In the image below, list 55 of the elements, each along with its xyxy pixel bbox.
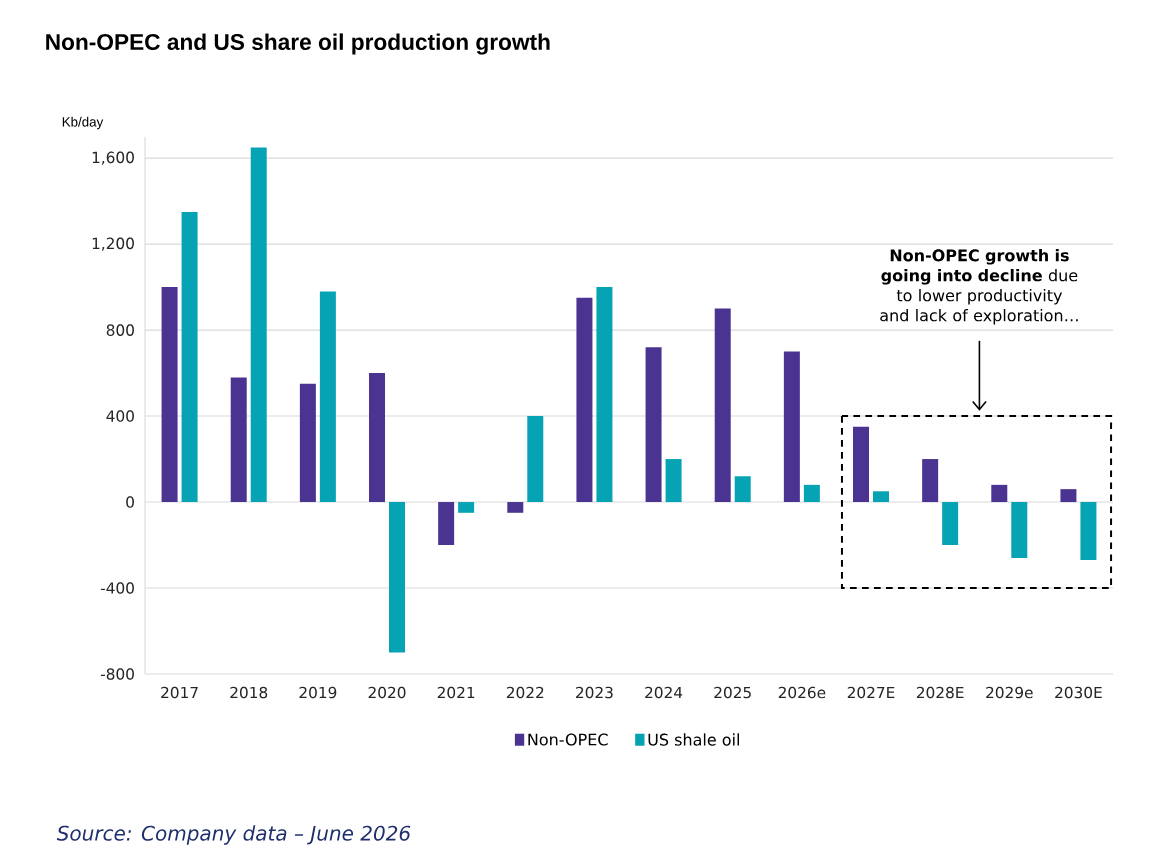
bar	[458, 502, 475, 513]
source-note: Source: Company data – June 2026	[56, 825, 411, 845]
y-tick-label: -800	[100, 668, 134, 680]
bar	[922, 459, 939, 503]
bar	[853, 426, 869, 503]
legend-label: Non-OPEC	[528, 733, 608, 746]
chart-title: Non-OPEC and US share oil production growth	[46, 33, 550, 55]
bar	[299, 383, 316, 503]
y-tick-label: 0	[126, 496, 134, 508]
x-tick-label: 2019	[299, 686, 337, 699]
bar	[389, 502, 405, 653]
bar	[596, 287, 613, 503]
bar	[1080, 502, 1097, 561]
x-tick-label: 2022	[506, 686, 544, 699]
bar	[783, 351, 800, 503]
bar	[438, 502, 455, 546]
x-tick-label: 2024	[645, 686, 683, 699]
x-tick-label: 2025	[714, 686, 751, 699]
bar	[527, 416, 544, 503]
bar	[181, 211, 198, 503]
bar	[714, 308, 731, 503]
x-tick-label: 2017	[161, 686, 198, 699]
x-tick-label: 2028E	[916, 686, 964, 699]
bar	[230, 377, 247, 503]
y-tick-label: 1,200	[92, 237, 134, 251]
annotation: Non-OPEC growth is going into decline due to lower productivity and lack of exploration…	[880, 249, 1078, 325]
x-tick-label: 2020	[368, 686, 406, 699]
bar	[369, 373, 386, 503]
bar	[873, 491, 889, 503]
bar	[250, 147, 267, 503]
x-tick-label: 2029e	[986, 686, 1033, 699]
bar	[803, 484, 820, 503]
bar	[507, 502, 524, 513]
x-tick-label: 2027E	[847, 686, 895, 699]
y-tick-label: 400	[106, 410, 134, 422]
x-tick-label: 2021	[437, 686, 475, 699]
bar	[1060, 489, 1077, 503]
x-tick-label: 2026e	[778, 686, 826, 699]
y-axis-title: Kb/day	[62, 116, 104, 130]
legend-label: US shale oil	[648, 733, 739, 746]
x-tick-label: 2018	[230, 686, 268, 699]
x-tick-label: 2030E	[1055, 686, 1102, 699]
bar	[991, 484, 1008, 503]
bar	[942, 502, 959, 546]
bar	[161, 287, 178, 503]
bar	[665, 459, 682, 503]
y-tick-label: 1,600	[92, 151, 134, 165]
bar	[576, 297, 593, 503]
y-tick-label: -400	[100, 582, 134, 594]
bar	[734, 476, 751, 503]
bar	[319, 291, 336, 503]
bar	[645, 347, 662, 503]
bar	[1011, 502, 1028, 558]
y-tick-label: 800	[106, 324, 134, 336]
x-tick-label: 2023	[576, 686, 613, 699]
